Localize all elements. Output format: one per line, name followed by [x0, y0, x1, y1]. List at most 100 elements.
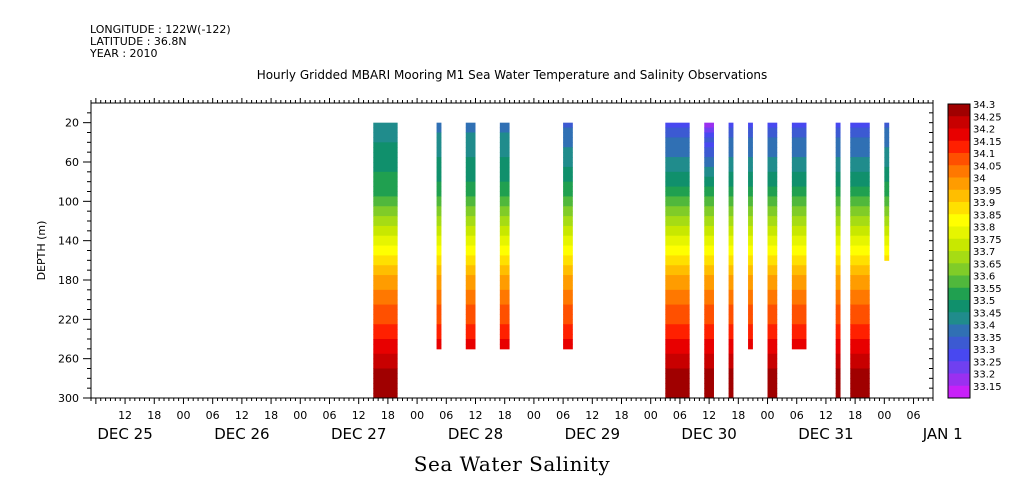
salinity-cell: [704, 240, 714, 247]
salinity-cell: [835, 343, 841, 350]
salinity-cell: [704, 181, 714, 188]
x-tick-label: 00: [877, 409, 891, 422]
salinity-cell: [665, 122, 690, 129]
colorbar-label: 33.25: [973, 357, 1002, 368]
salinity-cell: [563, 304, 573, 310]
colorbar-swatch: [948, 251, 970, 264]
salinity-cell: [767, 309, 778, 315]
x-tick-label: 06: [790, 409, 804, 422]
salinity-cell: [835, 363, 841, 369]
salinity-cell: [563, 157, 573, 163]
salinity-cell: [850, 196, 870, 202]
salinity-cell: [850, 348, 870, 355]
salinity-cell: [767, 250, 778, 256]
y-axis-label: DEPTH (m): [35, 221, 48, 281]
salinity-cell: [850, 329, 870, 335]
salinity-cell: [767, 348, 778, 355]
colorbar-swatch: [948, 128, 970, 142]
salinity-cell: [465, 201, 476, 207]
salinity-cell: [499, 181, 510, 188]
salinity-cell: [728, 353, 734, 360]
data-column: [850, 122, 870, 399]
salinity-cell: [835, 201, 841, 207]
salinity-cell: [665, 383, 690, 389]
salinity-cell: [850, 393, 870, 399]
colorbar-border: [947, 103, 971, 399]
salinity-cell: [436, 152, 442, 158]
salinity-cell: [728, 201, 734, 207]
salinity-cell: [499, 147, 510, 153]
salinity-cell: [835, 334, 841, 340]
salinity-cell: [704, 275, 714, 281]
salinity-cell: [728, 289, 734, 296]
salinity-cell: [373, 206, 398, 212]
salinity-cell: [704, 147, 714, 153]
salinity-cell: [563, 230, 573, 237]
colorbar-label: 33.3: [973, 345, 995, 356]
salinity-cell: [436, 334, 442, 340]
salinity-cell: [791, 270, 807, 276]
salinity-cell: [373, 196, 398, 202]
x-date-label: DEC 31: [798, 425, 853, 443]
salinity-cell: [499, 260, 510, 266]
salinity-cell: [884, 245, 890, 251]
salinity-cell: [850, 166, 870, 173]
salinity-cell: [791, 319, 807, 325]
salinity-cell: [665, 186, 690, 192]
salinity-cell: [373, 171, 398, 178]
salinity-cell: [704, 255, 714, 261]
salinity-cell: [884, 201, 890, 207]
salinity-cell: [748, 309, 753, 315]
salinity-cell: [850, 201, 870, 207]
salinity-cell: [465, 309, 476, 315]
salinity-cell: [373, 324, 398, 330]
salinity-cell: [373, 363, 398, 369]
salinity-cell: [499, 127, 510, 133]
salinity-cell: [728, 162, 734, 168]
colorbar-swatch: [948, 202, 970, 215]
salinity-cell: [665, 304, 690, 310]
salinity-cell: [499, 280, 510, 286]
salinity-cell: [499, 166, 510, 173]
salinity-cell: [373, 191, 398, 197]
salinity-cell: [499, 294, 510, 301]
salinity-cell: [373, 122, 398, 129]
salinity-cell: [748, 176, 753, 183]
salinity-cell: [767, 147, 778, 153]
salinity-cell: [835, 157, 841, 163]
salinity-cell: [665, 289, 690, 296]
salinity-cell: [748, 162, 753, 168]
salinity-cell: [791, 339, 807, 345]
plot-frame: [90, 102, 934, 399]
salinity-cell: [665, 181, 690, 188]
salinity-cell: [835, 329, 841, 335]
salinity-cell: [835, 221, 841, 227]
data-column: [465, 122, 476, 350]
salinity-cell: [835, 216, 841, 222]
salinity-cell: [884, 132, 890, 138]
salinity-cell: [835, 196, 841, 202]
salinity-cell: [665, 142, 690, 148]
salinity-cell: [728, 176, 734, 183]
salinity-cell: [665, 275, 690, 281]
salinity-cell: [704, 122, 714, 129]
salinity-cell: [704, 216, 714, 222]
salinity-cell: [373, 240, 398, 247]
salinity-cell: [499, 225, 510, 232]
salinity-cell: [767, 289, 778, 296]
salinity-cell: [850, 358, 870, 365]
salinity-cell: [499, 275, 510, 281]
salinity-cell: [563, 314, 573, 320]
salinity-cell: [465, 181, 476, 188]
salinity-cell: [704, 225, 714, 232]
x-tick-label: 12: [819, 409, 833, 422]
salinity-cell: [373, 245, 398, 251]
salinity-cell: [767, 275, 778, 281]
salinity-cell: [465, 171, 476, 178]
salinity-cell: [748, 216, 753, 222]
salinity-cell: [465, 339, 476, 345]
y-tick-label: 140: [58, 235, 79, 248]
salinity-cell: [704, 221, 714, 227]
x-tick-label: 18: [381, 409, 395, 422]
salinity-cell: [373, 157, 398, 163]
